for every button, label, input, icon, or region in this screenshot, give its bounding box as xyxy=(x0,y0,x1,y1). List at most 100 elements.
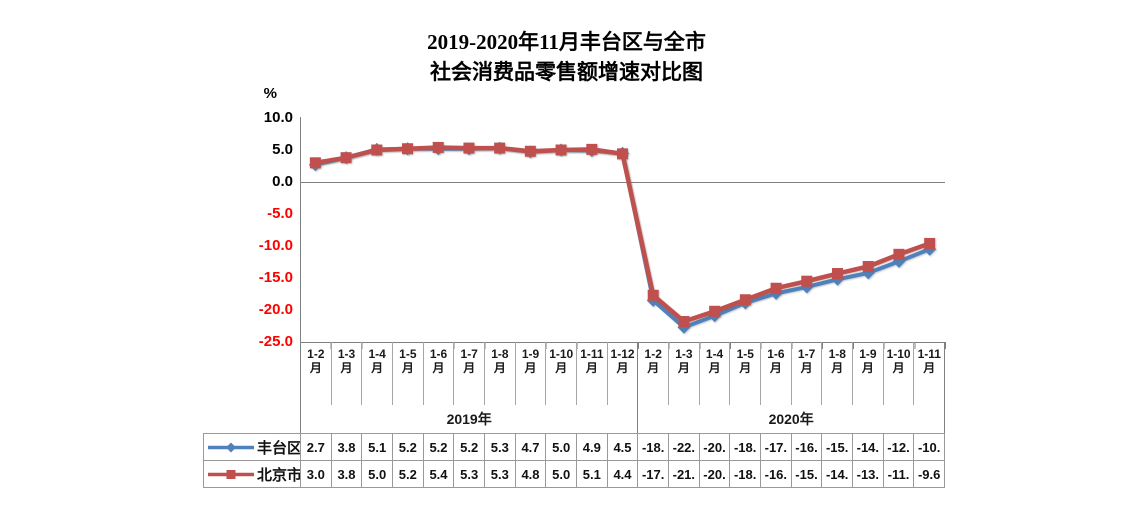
series-path xyxy=(314,145,931,324)
table-value-cell: -14. xyxy=(852,434,884,461)
table-value-cell: -16. xyxy=(791,434,823,461)
table-value-cell: 4.7 xyxy=(515,434,547,461)
series-line-北京市 xyxy=(309,141,936,328)
square-marker-icon xyxy=(617,148,628,160)
month-label: 1-7月 xyxy=(792,342,823,405)
table-value-cell: -21. xyxy=(668,461,700,488)
table-value-cell: 4.8 xyxy=(515,461,547,488)
year-label: 2020年 xyxy=(768,411,814,427)
table-value-cell: 5.3 xyxy=(484,434,516,461)
table-value-cell: 5.3 xyxy=(454,461,485,488)
month-label: 1-2月 xyxy=(638,342,670,405)
table-value-cell: 5.0 xyxy=(546,434,577,461)
month-label: 1-2月 xyxy=(301,342,332,405)
month-label: 1-8月 xyxy=(822,342,854,405)
table-value-cell: -13. xyxy=(852,461,884,488)
y-axis-tick-label: 5.0 xyxy=(272,141,293,158)
month-label: 1-6月 xyxy=(424,342,455,405)
table-value-cell: 5.2 xyxy=(392,461,424,488)
table-value-cell: 2.7 xyxy=(301,434,332,461)
month-label: 1-9月 xyxy=(516,342,547,405)
y-axis-tick-label: -20.0 xyxy=(258,301,293,318)
square-marker-icon xyxy=(709,305,721,317)
table-value-cell: 3.8 xyxy=(331,461,363,488)
series-line-丰台区 xyxy=(308,141,937,334)
square-marker-icon xyxy=(309,157,321,169)
table-value-cell: -15. xyxy=(822,434,853,461)
y-axis-tick-label: 0.0 xyxy=(272,173,293,190)
y-axis-tick-label: -15.0 xyxy=(258,269,293,286)
square-marker-icon xyxy=(402,143,413,155)
table-value-cell: 5.1 xyxy=(576,461,608,488)
year-label: 2019年 xyxy=(301,405,639,433)
month-label: 1-7月 xyxy=(454,342,486,405)
square-marker-icon xyxy=(340,152,352,164)
square-marker-icon xyxy=(862,260,874,272)
table-value-cell: -17. xyxy=(638,461,669,488)
square-marker-icon xyxy=(832,268,843,280)
table-value-cell: -11. xyxy=(883,461,915,488)
series-path xyxy=(314,146,931,330)
table-value-cell: -17. xyxy=(760,434,792,461)
y-axis-tick-label: -25.0 xyxy=(258,333,293,350)
month-label: 1-9月 xyxy=(853,342,884,405)
month-label: 1-10月 xyxy=(884,342,915,405)
x-axis-month-labels: 1-2月 1-3月 1-4月 1-5月 1-6月 1-7月 1-8月 1-9月 1-10月 1-1… xyxy=(300,342,945,405)
square-marker-icon xyxy=(371,144,383,156)
legend-key-丰台区: 丰台区 xyxy=(204,434,301,461)
series-name-label: 北京市 xyxy=(257,466,301,484)
month-label: 1-8月 xyxy=(485,342,516,405)
diamond-marker-icon xyxy=(892,254,906,268)
table-value-cell: -18. xyxy=(638,434,669,461)
table-value-cell: 5.0 xyxy=(546,461,577,488)
chart-title-line2: 社会消费品零售额增速对比图 xyxy=(430,60,703,84)
table-value-cell: 4.9 xyxy=(576,434,608,461)
table-value-cell: 5.4 xyxy=(423,461,455,488)
table-value-cell: -16. xyxy=(760,461,792,488)
y-axis-tick-label: 10.0 xyxy=(263,109,293,126)
table-value-cell: -18. xyxy=(730,434,761,461)
month-label: 1-11月 xyxy=(917,347,941,375)
square-marker-icon xyxy=(801,275,813,287)
x-axis-year-labels: 2019年 2020年 xyxy=(300,405,945,433)
month-label: 1-5月 xyxy=(730,342,762,405)
series-name-label: 丰台区 xyxy=(257,439,301,457)
square-marker-icon xyxy=(524,145,536,157)
square-marker-icon xyxy=(432,141,444,153)
chart-title: 2019-2020年11月丰台区与全市 社会消费品零售额增速对比图 xyxy=(0,27,1133,87)
month-label: 1-3月 xyxy=(332,342,363,405)
month-label: 1-11月 xyxy=(577,342,608,405)
table-value-cell: 5.2 xyxy=(454,434,485,461)
diamond-legend-marker-icon xyxy=(208,442,254,452)
table-value-cell: -10. xyxy=(914,434,945,461)
table-value-cell: 3.8 xyxy=(331,434,363,461)
table-value-cell: -20. xyxy=(699,461,731,488)
chart-title-line1: 2019-2020年11月丰台区与全市 xyxy=(427,30,706,54)
y-axis-tick-label: -10.0 xyxy=(258,237,293,254)
table-value-cell: -15. xyxy=(791,461,823,488)
table-value-cell: -20. xyxy=(699,434,731,461)
table-value-cell: -14. xyxy=(822,461,853,488)
y-axis-tick-label: -5.0 xyxy=(267,205,293,222)
month-label: 1-4月 xyxy=(362,342,394,405)
data-table: 丰台区 2.7 3.8 5.1 5.2 5.2 5.2 5.3 4.7 5.0 4.9 4.5 -18.… xyxy=(203,433,945,488)
square-marker-icon xyxy=(893,248,905,260)
square-marker-icon xyxy=(739,294,751,306)
table-value-cell: 3.0 xyxy=(301,461,332,488)
legend-key-北京市: 北京市 xyxy=(204,461,301,488)
table-value-cell: -18. xyxy=(730,461,761,488)
month-label: 1-12月 xyxy=(608,342,639,405)
table-value-cell: 5.0 xyxy=(362,461,393,488)
square-marker-icon xyxy=(586,143,598,155)
table-value-cell: 4.5 xyxy=(607,434,639,461)
square-marker-icon xyxy=(924,237,936,249)
month-label: 1-5月 xyxy=(393,342,424,405)
table-value-cell: 5.2 xyxy=(392,434,424,461)
square-marker-icon xyxy=(647,289,659,301)
month-label: 1-3月 xyxy=(669,342,700,405)
table-value-cell: -22. xyxy=(668,434,700,461)
table-value-cell: -9.6 xyxy=(914,461,945,488)
square-marker-icon xyxy=(770,282,782,294)
table-value-cell: 5.2 xyxy=(423,434,455,461)
